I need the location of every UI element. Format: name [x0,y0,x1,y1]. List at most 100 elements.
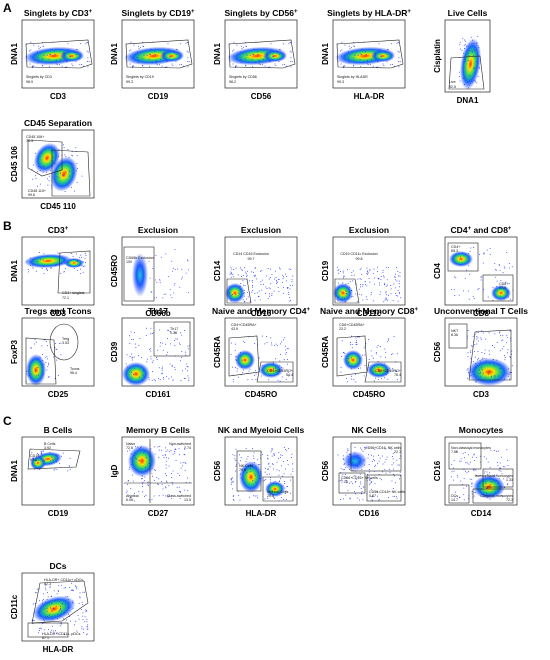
event-dot [142,379,144,381]
event-dot [369,269,371,271]
event-dot [129,335,131,337]
event-dot [188,269,190,271]
event-dot [149,54,151,56]
event-dot [487,461,489,463]
event-dot [129,458,131,460]
event-dot [58,343,60,345]
event-dot [62,53,64,55]
event-dot [376,346,378,348]
event-dot [342,498,344,500]
event-dot [135,347,137,349]
event-dot [278,452,280,454]
event-dot [468,463,470,465]
event-dot [130,331,132,333]
event-dot [378,277,380,279]
event-dot [494,375,496,377]
gate-outline [448,484,470,504]
event-dot [345,466,347,468]
event-dot [485,358,487,360]
event-dot [181,278,183,280]
event-dot [239,473,241,475]
event-dot [43,165,45,167]
event-dot [60,263,62,265]
event-dot [374,466,376,468]
event-dot [459,41,461,43]
event-dot [149,348,151,350]
event-dot [359,278,361,280]
event-dot [188,379,190,381]
event-dot [46,356,48,358]
event-dot [86,50,88,52]
event-dot [158,478,160,480]
event-dot [392,452,394,454]
event-dot [137,446,139,448]
cell-density-cluster [128,445,156,477]
event-dot [148,499,150,501]
event-dot [483,253,485,255]
event-dot [140,357,142,359]
event-dot [370,488,372,490]
event-dot [360,294,362,296]
event-dot [46,358,48,360]
event-dot [508,368,510,370]
event-dot [266,468,268,470]
event-dot [342,286,344,288]
event-dot [481,351,483,353]
event-dot [269,494,271,496]
event-dot [258,464,260,466]
event-dot [290,269,292,271]
event-dot [481,330,483,332]
gate-outline [51,149,91,197]
event-dot [47,184,49,186]
event-dot [138,490,140,492]
event-dot [503,378,505,380]
event-dot [158,449,160,451]
event-dot [504,357,506,359]
event-dot [454,491,456,493]
event-dot [392,458,394,460]
event-dot [81,256,83,258]
event-dot [383,65,385,67]
event-dot [255,370,257,372]
event-dot [380,54,382,56]
event-dot [389,367,391,369]
event-dot [474,68,476,70]
event-dot [150,48,152,50]
gate-label: CD45 106+ [26,135,44,139]
event-dot [130,55,132,57]
event-dot [387,266,389,268]
event-dot [73,190,75,192]
event-dot [499,367,501,369]
event-dot [252,271,254,273]
event-dot [345,479,347,481]
event-dot [482,262,484,264]
event-dot [67,470,69,472]
event-dot [169,330,171,332]
event-dot [348,468,350,470]
event-dot [45,340,47,342]
event-dot [460,458,462,460]
event-dot [230,483,232,485]
event-dot [51,458,53,460]
event-dot [147,484,149,486]
event-dot [361,468,363,470]
event-dot [477,289,479,291]
event-dot [171,472,173,474]
event-dot [165,343,167,345]
event-dot [470,36,472,38]
event-dot [30,374,32,376]
event-dot [452,258,454,260]
event-dot [450,476,452,478]
event-dot [43,459,45,461]
event-dot [45,615,47,617]
event-dot [166,354,168,356]
gate-label: NKT [451,329,459,333]
event-dot [278,48,280,50]
event-dot [134,457,136,459]
gate-outline [236,450,262,492]
event-dot [151,498,153,500]
event-dot [494,347,496,349]
